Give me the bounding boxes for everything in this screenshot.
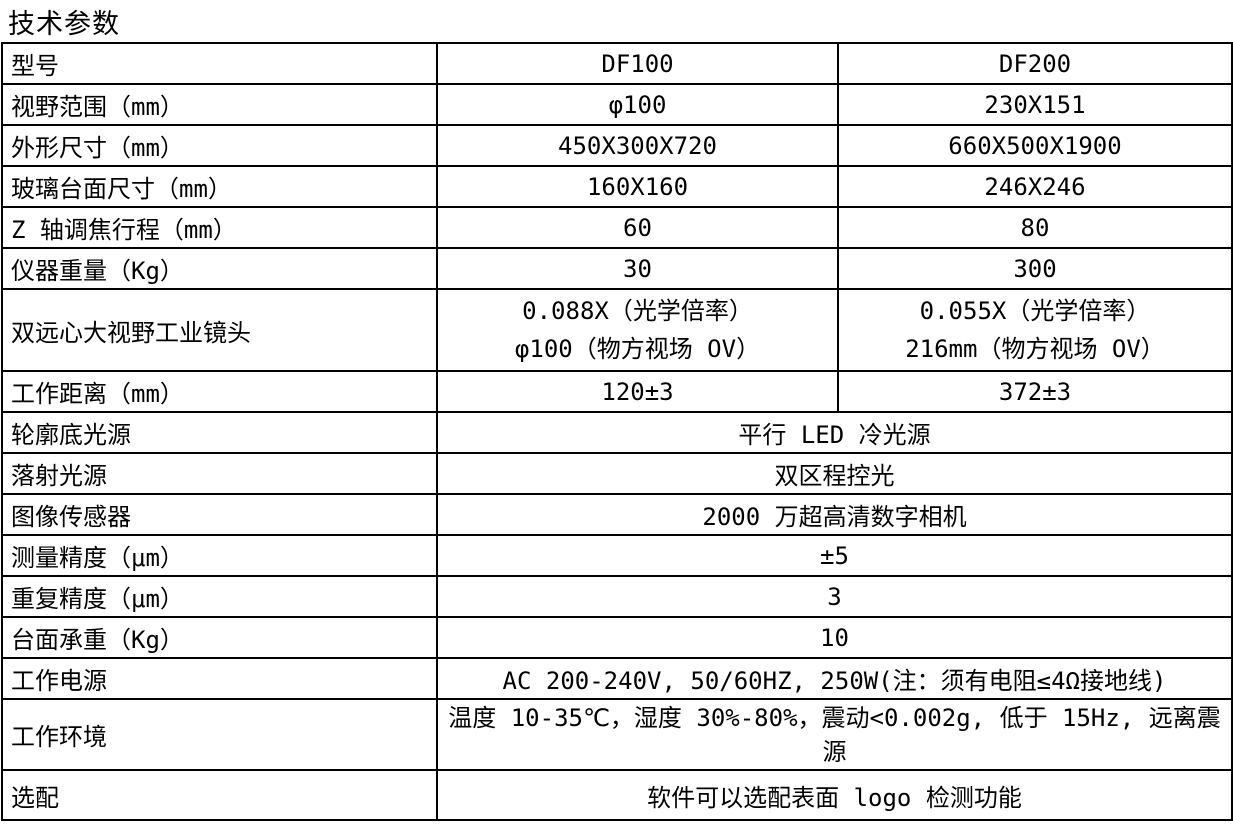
lens-fov-line: φ100（物方视场 OV） <box>514 335 761 363</box>
table-row-glass-stage-size: 玻璃台面尺寸（mm） 160X160 246X246 <box>1 165 1233 208</box>
lens-fov-line: 216mm（物方视场 OV） <box>905 335 1165 363</box>
param-value-df200: 246X246 <box>837 165 1233 208</box>
param-label: 外形尺寸（mm） <box>1 124 438 167</box>
param-value-df100: 30 <box>436 247 839 290</box>
param-value-df200: 660X500X1900 <box>837 124 1233 167</box>
technical-parameters-table: 型号 DF100 DF200 视野范围（mm） φ100 230X151 外形尺… <box>1 42 1233 821</box>
lens-magnification-line: 0.055X（光学倍率） <box>919 297 1151 325</box>
param-value-shared: AC 200-240V, 50/60HZ, 250W(注：须有电阻≤4Ω接地线) <box>436 657 1233 700</box>
table-row-measurement-accuracy: 测量精度（μm） ±5 <box>1 534 1233 577</box>
param-value-shared: 平行 LED 冷光源 <box>436 411 1233 454</box>
param-value-shared: 软件可以选配表面 logo 检测功能 <box>436 769 1233 821</box>
param-value-df100: DF100 <box>436 42 839 85</box>
param-value-df200: 0.055X（光学倍率） 216mm（物方视场 OV） <box>837 288 1233 372</box>
table-row-optional: 选配 软件可以选配表面 logo 检测功能 <box>1 769 1233 821</box>
param-label: 重复精度（μm） <box>1 575 438 618</box>
page-title: 技术参数 <box>8 9 120 40</box>
param-value-df200: 230X151 <box>837 83 1233 126</box>
table-row-outer-dimensions: 外形尺寸（mm） 450X300X720 660X500X1900 <box>1 124 1233 167</box>
param-value-df100: 120±3 <box>436 370 839 413</box>
table-row-field-of-view: 视野范围（mm） φ100 230X151 <box>1 83 1233 126</box>
lens-magnification-line: 0.088X（光学倍率） <box>522 297 753 325</box>
param-label: 工作电源 <box>1 657 438 700</box>
param-value-shared: ±5 <box>436 534 1233 577</box>
param-value-df200: 372±3 <box>837 370 1233 413</box>
param-value-df100: φ100 <box>436 83 839 126</box>
param-label: 工作距离（mm） <box>1 370 438 413</box>
param-label: 玻璃台面尺寸（mm） <box>1 165 438 208</box>
table-row-epi-illumination: 落射光源 双区程控光 <box>1 452 1233 495</box>
param-value-shared: 双区程控光 <box>436 452 1233 495</box>
param-value-shared: 10 <box>436 616 1233 659</box>
param-label: 落射光源 <box>1 452 438 495</box>
param-label: 轮廓底光源 <box>1 411 438 454</box>
table-row-working-distance: 工作距离（mm） 120±3 372±3 <box>1 370 1233 413</box>
param-label: 仪器重量（Kg） <box>1 247 438 290</box>
table-row-working-environment: 工作环境 温度 10-35℃，湿度 30%-80%，震动<0.002g, 低于 … <box>1 698 1233 771</box>
param-label: 台面承重（Kg） <box>1 616 438 659</box>
table-row-contour-bottom-light: 轮廓底光源 平行 LED 冷光源 <box>1 411 1233 454</box>
param-value-df100: 60 <box>436 206 839 249</box>
param-value-shared: 2000 万超高清数字相机 <box>436 493 1233 536</box>
table-row-model: 型号 DF100 DF200 <box>1 42 1233 85</box>
param-label: 工作环境 <box>1 698 438 771</box>
table-row-instrument-weight: 仪器重量（Kg） 30 300 <box>1 247 1233 290</box>
param-label: 选配 <box>1 769 438 821</box>
param-label: 型号 <box>1 42 438 85</box>
param-label: 图像传感器 <box>1 493 438 536</box>
param-label: 双远心大视野工业镜头 <box>1 288 438 372</box>
param-label: Z 轴调焦行程（mm） <box>1 206 438 249</box>
param-label: 视野范围（mm） <box>1 83 438 126</box>
table-row-stage-load: 台面承重（Kg） 10 <box>1 616 1233 659</box>
param-value-df100: 160X160 <box>436 165 839 208</box>
param-value-shared: 3 <box>436 575 1233 618</box>
param-value-df100: 0.088X（光学倍率） φ100（物方视场 OV） <box>436 288 839 372</box>
table-row-z-axis-travel: Z 轴调焦行程（mm） 60 80 <box>1 206 1233 249</box>
table-row-telecentric-lens: 双远心大视野工业镜头 0.088X（光学倍率） φ100（物方视场 OV） 0.… <box>1 288 1233 372</box>
param-value-shared: 温度 10-35℃，湿度 30%-80%，震动<0.002g, 低于 15Hz,… <box>436 698 1233 771</box>
table-row-image-sensor: 图像传感器 2000 万超高清数字相机 <box>1 493 1233 536</box>
param-value-df100: 450X300X720 <box>436 124 839 167</box>
param-value-df200: DF200 <box>837 42 1233 85</box>
param-value-df200: 80 <box>837 206 1233 249</box>
table-row-power-supply: 工作电源 AC 200-240V, 50/60HZ, 250W(注：须有电阻≤4… <box>1 657 1233 700</box>
param-value-df200: 300 <box>837 247 1233 290</box>
table-row-repeatability: 重复精度（μm） 3 <box>1 575 1233 618</box>
param-label: 测量精度（μm） <box>1 534 438 577</box>
